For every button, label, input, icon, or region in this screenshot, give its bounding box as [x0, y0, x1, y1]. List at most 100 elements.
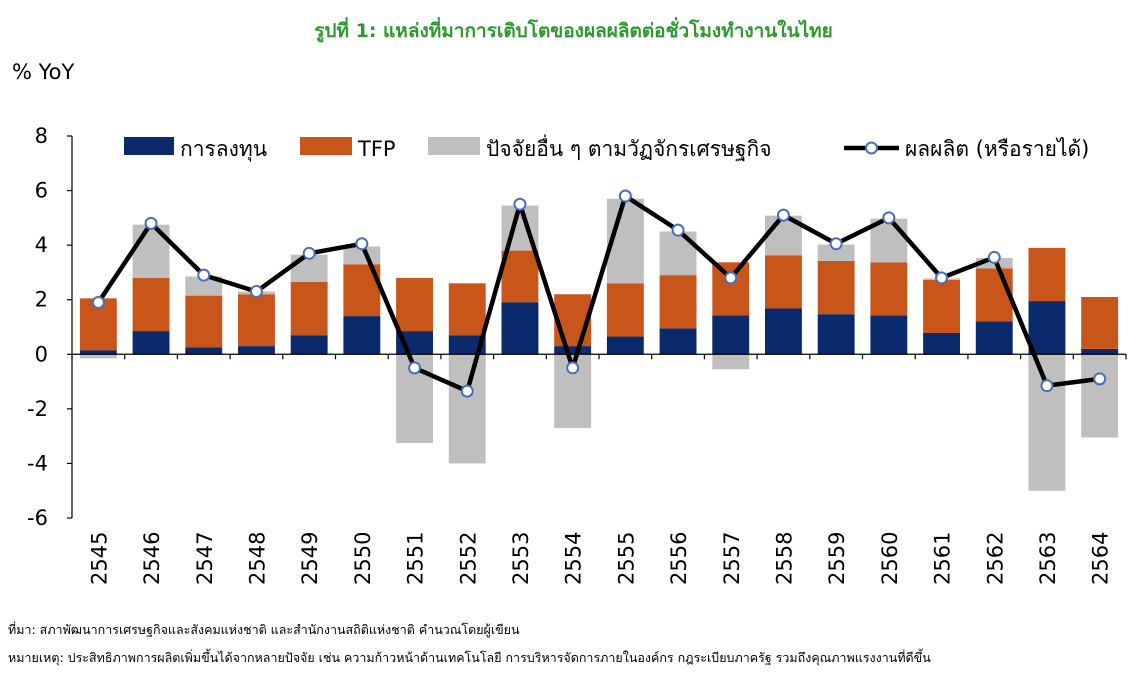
legend: การลงทุน TFP ปัจจัยอื่น ๆ ตามวัฏจักรเศรษฐก… [124, 134, 1089, 162]
bar-s0-2557 [712, 315, 750, 355]
x-tick-label-2556: 2556 [667, 532, 691, 585]
x-tick-label-2563: 2563 [1036, 532, 1060, 585]
y-tick-label: 4 [35, 233, 48, 257]
line-layer [91, 189, 1107, 398]
bar-s0-2547 [185, 347, 223, 355]
x-tick-label-2548: 2548 [245, 532, 269, 585]
line-point-2552 [460, 384, 474, 398]
bar-s1-2557 [712, 262, 750, 316]
legend-swatch-0 [124, 137, 174, 155]
line-point-2560 [882, 211, 896, 225]
y-tick-label: -2 [27, 397, 48, 421]
x-tick-label-2560: 2560 [878, 532, 902, 585]
legend-swatch-1 [300, 137, 352, 155]
bar-s0-2563 [1028, 301, 1066, 355]
bar-s1-2549 [290, 281, 328, 336]
x-tick-label-2557: 2557 [720, 532, 744, 585]
line-point-2557 [724, 271, 738, 285]
y-tick-label: 6 [35, 179, 48, 203]
bar-s0-2550 [343, 316, 381, 355]
bar-s1-2560 [870, 262, 908, 316]
remark-note: หมายเหตุ: ประสิทธิภาพการผลิตเพิ่มขึ้นได้… [8, 650, 931, 665]
bar-s0-2548 [238, 346, 275, 355]
x-tick-label-2552: 2552 [456, 532, 480, 585]
y-axis-label: % YoY [12, 60, 75, 84]
line-point-2548 [249, 285, 263, 299]
line-point-2559 [829, 237, 843, 251]
y-tick-label: -6 [27, 506, 48, 530]
line-point-2563 [1040, 379, 1054, 393]
source-note: ที่มา: สภาพัฒนาการเศรษฐกิจและสังคมแห่งชา… [8, 622, 520, 637]
line-point-2545 [91, 295, 105, 309]
y-tick-label: -4 [27, 451, 48, 475]
bar-s0-2556 [659, 328, 697, 355]
bar-s1-2556 [659, 275, 697, 329]
x-tick-label-2559: 2559 [825, 532, 849, 585]
bar-s2-2557 [712, 354, 750, 370]
bar-s1-2563 [1028, 247, 1066, 302]
bar-s1-2562 [975, 268, 1013, 322]
x-tick-label-2545: 2545 [87, 532, 111, 585]
bar-s2-2564 [1081, 354, 1119, 438]
line-point-2549 [302, 246, 316, 260]
line-point-2564 [1093, 372, 1107, 386]
bar-s0-2561 [923, 333, 960, 355]
bar-s0-2552 [448, 335, 486, 355]
bar-s2-2556 [659, 231, 697, 276]
line-point-2562 [987, 250, 1001, 264]
line-point-2547 [197, 268, 211, 282]
line-point-2553 [513, 197, 527, 211]
line-point-2555 [618, 189, 632, 203]
x-tick-label-2546: 2546 [140, 532, 164, 585]
bar-s1-2559 [817, 260, 855, 315]
line-point-2551 [408, 361, 422, 375]
x-tick-label-2554: 2554 [562, 532, 586, 585]
bar-s0-2549 [290, 335, 328, 355]
bars-layer [79, 198, 1119, 491]
legend-label-3: ผลผลิต (หรือรายได้) [905, 137, 1089, 161]
bar-s1-2564 [1081, 296, 1119, 349]
line-point-2554 [566, 361, 580, 375]
x-tick-label-2553: 2553 [509, 532, 533, 585]
bar-s1-2552 [448, 283, 486, 336]
bar-s0-2564 [1081, 348, 1119, 355]
bar-s0-2555 [606, 336, 644, 355]
line-series-output [96, 193, 1100, 394]
bar-s0-2545 [79, 350, 117, 355]
bar-s1-2558 [765, 255, 802, 309]
bar-s0-2562 [975, 321, 1013, 355]
legend-label-0: การลงทุน [180, 137, 267, 162]
line-point-2550 [355, 237, 369, 251]
legend-label-1: TFP [357, 137, 396, 161]
y-tick-label: 8 [35, 124, 48, 148]
x-tick-label-2550: 2550 [351, 532, 375, 585]
y-tick-label: 2 [35, 288, 48, 312]
y-tick-label: 0 [35, 342, 48, 366]
line-point-2546 [144, 216, 158, 230]
chart-title: รูปที่ 1: แหล่งที่มาการเติบโตของผลผลิตต่… [314, 20, 833, 42]
bar-s0-2560 [870, 315, 908, 355]
bar-s1-2561 [923, 279, 960, 334]
bar-s1-2555 [606, 283, 644, 337]
legend-swatch-2 [428, 137, 480, 155]
bar-s1-2551 [396, 277, 433, 332]
x-tick-label-2564: 2564 [1089, 532, 1113, 585]
bar-s2-2559 [817, 244, 855, 261]
bar-s0-2554 [554, 346, 592, 355]
bar-s2-2552 [448, 354, 486, 464]
axis-layer: 8 6 4 2 0 -2 -4 -6 2545 2546 2547 2548 2549 2550 2551 2… [27, 124, 1127, 585]
legend-marker [865, 141, 878, 155]
bar-s1-2553 [501, 250, 539, 303]
x-tick-label-2551: 2551 [404, 532, 428, 585]
x-tick-label-2547: 2547 [193, 532, 217, 585]
x-tick-label-2549: 2549 [298, 532, 322, 585]
stacked-bar-line-chart: 8 6 4 2 0 -2 -4 -6 2545 2546 2547 2548 2549 2550 2551 2… [27, 124, 1127, 585]
x-tick-label-2558: 2558 [772, 532, 796, 585]
bar-s0-2558 [765, 308, 802, 355]
bar-s2-2563 [1028, 354, 1066, 491]
bar-s2-2547 [185, 276, 223, 296]
bar-s0-2553 [501, 302, 539, 355]
bar-s1-2547 [185, 295, 223, 348]
bar-s0-2546 [132, 331, 170, 355]
line-point-2556 [671, 223, 685, 237]
